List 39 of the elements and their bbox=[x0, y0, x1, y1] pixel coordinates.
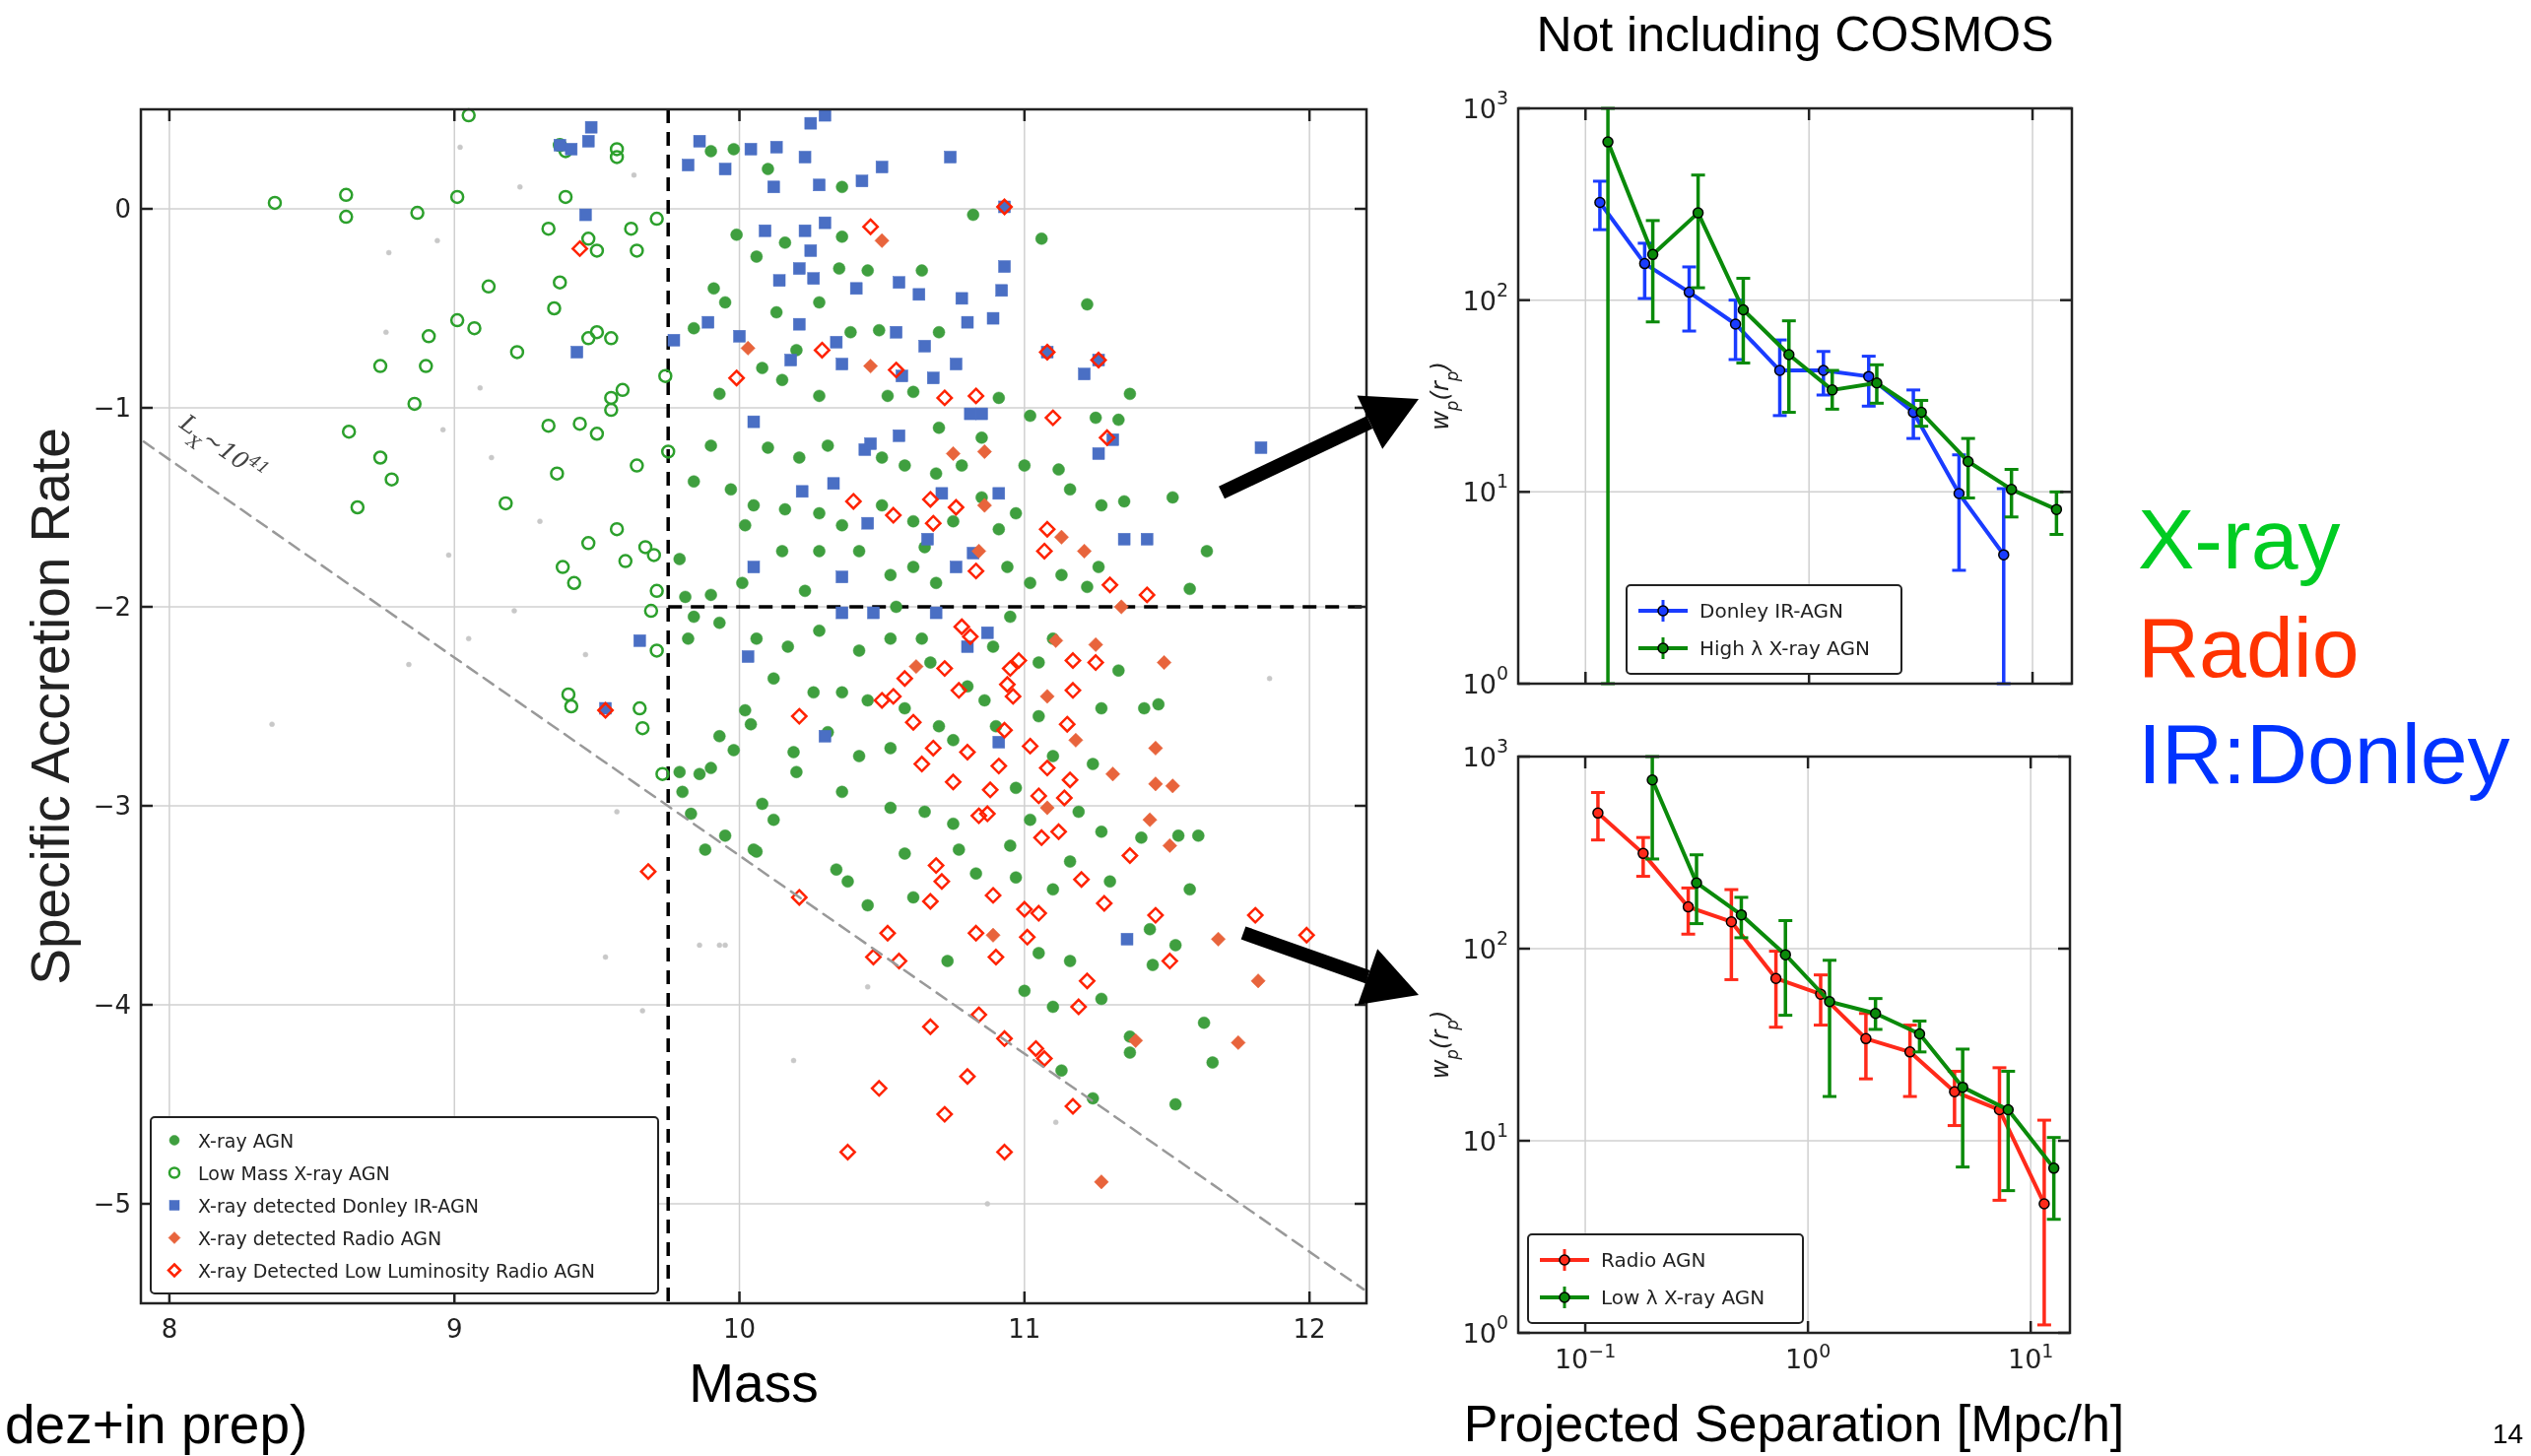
y-tick-label: −5 bbox=[93, 1189, 131, 1219]
legend-label: Radio AGN bbox=[1601, 1248, 1706, 1272]
y-tick-label: 10$^{0}$ bbox=[1462, 662, 1508, 699]
text: IR:Donley bbox=[2138, 706, 2510, 801]
x-tick-label: 11 bbox=[1008, 1314, 1041, 1345]
y-tick-label: 0 bbox=[114, 194, 131, 224]
legend-label: Donley IR-AGN bbox=[1699, 599, 1843, 623]
text: dez+in prep) bbox=[5, 1394, 308, 1455]
x-axis-title: Mass bbox=[689, 1353, 819, 1414]
x-axis-title: Projected Separation [Mpc/h] bbox=[1463, 1395, 2125, 1452]
x-tick-label: 9 bbox=[445, 1314, 463, 1345]
legend-label: High λ X-ray AGN bbox=[1699, 636, 1870, 660]
legend-label: X-ray Detected Low Luminosity Radio AGN bbox=[198, 1259, 595, 1282]
y-tick-label: −4 bbox=[93, 990, 131, 1020]
x-tick-label: 10$^{−1}$ bbox=[1554, 1340, 1617, 1375]
y-tick-label: −2 bbox=[93, 592, 131, 622]
legend-label: X-ray detected Radio AGN bbox=[198, 1226, 442, 1249]
y-axis-title: Specific Accretion Rate bbox=[20, 428, 81, 985]
x-tick-label: 10 bbox=[722, 1314, 757, 1345]
x-tick-label: 8 bbox=[161, 1314, 178, 1345]
y-tick-label: 10$^{1}$ bbox=[1462, 1119, 1508, 1157]
text: X-ray bbox=[2138, 492, 2341, 586]
legend-label: Low Mass X-ray AGN bbox=[198, 1161, 390, 1184]
y-tick-label: 10$^{3}$ bbox=[1462, 735, 1508, 772]
legend-label: X-ray AGN bbox=[198, 1129, 295, 1152]
legend-label: X-ray detected Donley IR-AGN bbox=[198, 1194, 479, 1217]
y-tick-label: −1 bbox=[93, 393, 131, 423]
y-tick-label: 10$^{3}$ bbox=[1462, 87, 1508, 124]
y-tick-label: 10$^{2}$ bbox=[1462, 927, 1508, 964]
x-tick-label: 10$^{1}$ bbox=[2008, 1340, 2054, 1375]
x-tick-label: 12 bbox=[1293, 1314, 1326, 1345]
x-tick-label: 10$^{0}$ bbox=[1784, 1340, 1832, 1375]
y-tick-label: 10$^{2}$ bbox=[1462, 278, 1508, 316]
text: Radio bbox=[2138, 600, 2360, 695]
legend-label: Low λ X-ray AGN bbox=[1601, 1286, 1765, 1309]
y-tick-label: −3 bbox=[93, 791, 131, 821]
y-tick-label: 10$^{1}$ bbox=[1462, 470, 1508, 507]
text: 14 bbox=[2493, 1419, 2524, 1449]
chart-title: Not including COSMOS bbox=[1536, 7, 2054, 62]
